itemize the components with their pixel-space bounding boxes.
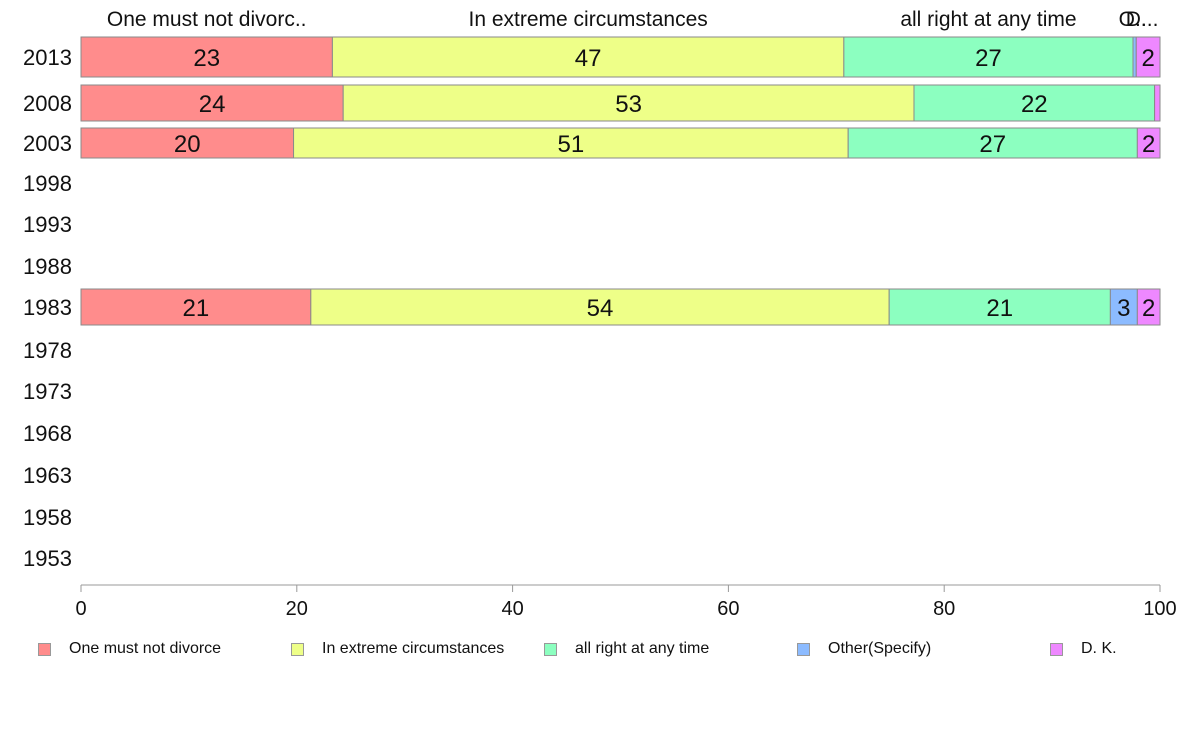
data-label-1983-all-right-at-any-time: 21: [986, 295, 1013, 322]
bar-1983-one-must-not-divorce: [80, 288, 312, 326]
data-label-2003-d-k: 2: [1142, 131, 1155, 158]
bar-2013-in-extreme-circumstances: [331, 36, 845, 78]
data-label-1983-d-k: 2: [1142, 295, 1155, 322]
legend-label-all-right-at-any-time: all right at any time: [575, 640, 710, 657]
data-label-2008-in-extreme-circumstances: 53: [615, 91, 642, 118]
data-label-2013-in-extreme-circumstances: 47: [575, 45, 602, 72]
legend-label-dk: D. K.: [1081, 640, 1117, 657]
data-label-2013-one-must-not-divorce: 23: [193, 45, 220, 72]
y-tick-label-1953: 1953: [23, 546, 72, 571]
legend-item-other-specify: Other(Specify): [797, 638, 931, 660]
bar-2003-all-right-at-any-time: [847, 127, 1138, 159]
legend-item-dk: D. K.: [1050, 638, 1117, 660]
y-tick-label-1968: 1968: [23, 421, 72, 446]
y-tick-label-2003: 2003: [23, 131, 72, 156]
y-tick-label-1998: 1998: [23, 171, 72, 196]
data-label-1983-one-must-not-divorce: 21: [183, 295, 210, 322]
legend-label-one-must-not-divorce: One must not divorce: [69, 640, 222, 657]
bar-2013-d-k: [1135, 36, 1161, 78]
legend-swatch-all-right-at-any-time: [544, 642, 557, 656]
bar-2008-all-right-at-any-time: [913, 84, 1156, 122]
bar-2008-in-extreme-circumstances: [342, 84, 915, 122]
legend-label-in-extreme-circumstances: In extreme circumstances: [322, 640, 505, 657]
legend-swatch-dk: [1050, 642, 1063, 656]
data-label-2003-in-extreme-circumstances: 51: [558, 131, 585, 158]
x-tick-label-20: 20: [286, 598, 308, 620]
data-label-1983-in-extreme-circumstances: 54: [587, 295, 614, 322]
bar-2003-one-must-not-divorce: [80, 127, 295, 159]
legend-swatch-in-extreme-circumstances: [291, 642, 304, 656]
legend-item-in-extreme-circumstances: In extreme circumstances: [291, 638, 504, 660]
data-label-2013-d-k: 2: [1141, 45, 1154, 72]
series-header-one-must-not-divorce: One must not divorc..: [107, 8, 307, 31]
data-label-2013-all-right-at-any-time: 27: [975, 45, 1002, 72]
data-label-2008-one-must-not-divorce: 24: [199, 91, 226, 118]
series-header-other-specify: O..: [1119, 8, 1147, 31]
legend-item-all-right-at-any-time: all right at any time: [544, 638, 709, 660]
x-tick-label-100: 100: [1143, 598, 1176, 620]
data-label-2003-all-right-at-any-time: 27: [979, 131, 1006, 158]
y-tick-label-1978: 1978: [23, 338, 72, 363]
bar-2008-d-k: [1154, 84, 1161, 122]
legend-label-other-specify: Other(Specify): [828, 640, 932, 657]
y-tick-label-2013: 2013: [23, 45, 72, 70]
legend-swatch-one-must-not-divorce: [38, 642, 51, 656]
x-tick-label-80: 80: [933, 598, 955, 620]
y-tick-label-2008: 2008: [23, 91, 72, 116]
x-tick-label-0: 0: [75, 598, 86, 620]
y-tick-label-1993: 1993: [23, 212, 72, 237]
y-tick-label-1988: 1988: [23, 254, 72, 279]
legend-swatch-other-specify: [797, 642, 810, 656]
bar-1983-all-right-at-any-time: [888, 288, 1111, 326]
bar-2003-in-extreme-circumstances: [293, 127, 849, 159]
chart-legend: One must not divorce In extreme circumst…: [0, 638, 1188, 660]
data-label-2008-all-right-at-any-time: 22: [1021, 91, 1048, 118]
y-tick-label-1963: 1963: [23, 463, 72, 488]
series-header-d-k: D...: [1126, 8, 1159, 31]
y-tick-label-1973: 1973: [23, 379, 72, 404]
series-header-in-extreme-circumstances: In extreme circumstances: [469, 8, 708, 31]
series-header-all-right-at-any-time: all right at any time: [900, 8, 1076, 31]
data-label-2003-one-must-not-divorce: 20: [174, 131, 201, 158]
y-tick-label-1983: 1983: [23, 295, 72, 320]
y-tick-label-1958: 1958: [23, 505, 72, 530]
x-tick-label-40: 40: [501, 598, 523, 620]
bar-2003-d-k: [1136, 127, 1161, 159]
legend-item-one-must-not-divorce: One must not divorce: [38, 638, 221, 660]
bar-1983-d-k: [1136, 288, 1161, 326]
x-tick-label-60: 60: [717, 598, 739, 620]
data-label-1983-other-specify: 3: [1117, 295, 1130, 322]
stacked-bar-chart: One must not divorc.. In extreme circumst…: [23, 8, 1177, 620]
